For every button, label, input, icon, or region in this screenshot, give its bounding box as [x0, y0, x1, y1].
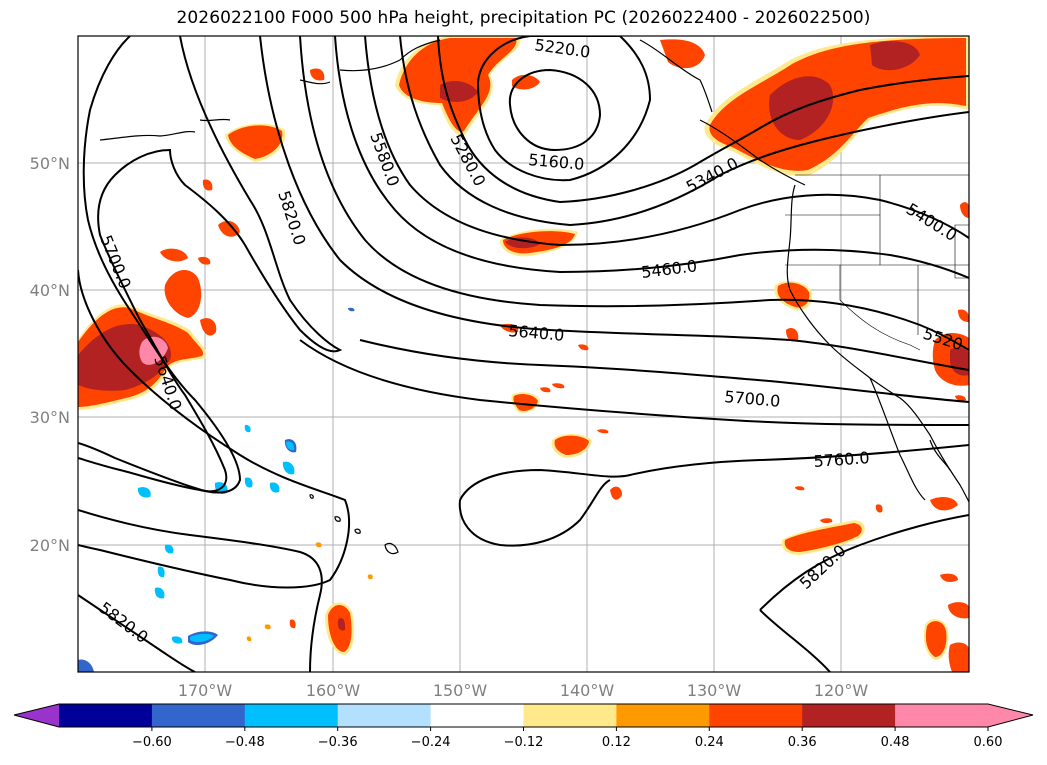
colorbar-tick-label: −0.12 [504, 735, 544, 750]
contour-label: 5760.0 [813, 448, 870, 471]
colorbar-cell [59, 704, 153, 727]
lat-label: 40°N [30, 281, 70, 300]
lon-label: 120°W [814, 681, 869, 700]
colorbar-tick-label: −0.48 [225, 735, 265, 750]
lat-label: 20°N [30, 536, 70, 555]
lon-label: 150°W [433, 681, 488, 700]
height-contours [78, 36, 969, 672]
colorbar-cell [430, 704, 524, 727]
colorbar-extend-left [14, 704, 59, 727]
lat-label: 30°N [30, 408, 70, 427]
colorbar-cell [802, 704, 896, 727]
colorbar-cell [151, 704, 246, 727]
colorbar-cell [523, 704, 617, 727]
colorbar-tick-label: −0.36 [318, 735, 358, 750]
longitude-labels: 170°W 160°W 150°W 140°W 130°W 120°W [178, 681, 869, 700]
colorbar-tick-label: 0.48 [881, 735, 910, 750]
colorbar-tick-label: −0.60 [132, 735, 172, 750]
lon-label: 170°W [178, 681, 233, 700]
colorbar-cell [895, 704, 989, 727]
colorbar: −0.60 −0.48 −0.36 −0.24 −0.12 0.12 0.24 0.36 0.4… [13, 703, 1034, 750]
coastlines [99, 39, 969, 555]
colorbar-tick-label: −0.24 [411, 735, 451, 750]
colorbar-tick-label: 0.24 [695, 735, 724, 750]
contour-label: 5160.0 [528, 150, 585, 174]
map-border [77, 35, 970, 673]
state-borders [785, 174, 969, 351]
latitude-labels: 50°N 40°N 30°N 20°N [30, 154, 70, 555]
colorbar-extend-right [988, 704, 1033, 727]
contour-label: 5640.0 [508, 321, 565, 345]
colorbar-cell [244, 704, 339, 727]
contour-label: 5700.0 [724, 387, 781, 411]
lon-label: 140°W [560, 681, 615, 700]
lon-label: 160°W [306, 681, 361, 700]
colorbar-cell [709, 704, 803, 727]
colorbar-tick-label: 0.12 [602, 735, 631, 750]
precipitation-shading [78, 36, 969, 672]
colorbar-cell [337, 704, 432, 727]
map-title: 2026022100 F000 500 hPa height, precipit… [176, 8, 871, 28]
colorbar-cell [616, 704, 710, 727]
lon-label: 130°W [687, 681, 742, 700]
colorbar-tick-label: 0.36 [788, 735, 817, 750]
lat-label: 50°N [30, 154, 70, 173]
colorbar-tick-label: 0.60 [974, 735, 1003, 750]
